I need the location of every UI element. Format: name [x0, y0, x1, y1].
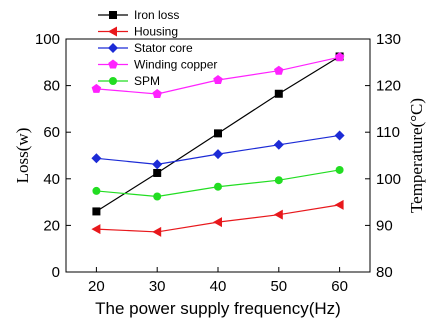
- point-spm: [335, 165, 344, 174]
- point-housing: [152, 226, 162, 237]
- y-right-tick-label: 120: [376, 78, 401, 95]
- series-line-housing: [96, 204, 340, 233]
- axis-ticks: 20 30 40 50 60 0 20 40 60 80 100 80 90 100 110 120 130: [35, 31, 401, 295]
- legend-label: Housing: [134, 25, 178, 39]
- point-spm: [214, 182, 222, 191]
- legend-marker: [108, 43, 118, 53]
- y-left-tick-label: 80: [43, 78, 60, 95]
- point-housing: [334, 199, 344, 210]
- legend-marker: [109, 11, 117, 19]
- point-stator-core: [213, 149, 223, 160]
- y-right-tick-label: 130: [376, 31, 401, 48]
- point-stator-core: [334, 130, 345, 141]
- y-left-tick-label: 60: [43, 124, 60, 141]
- legend-item-winding-copper: Winding copper: [98, 58, 217, 72]
- y-left-tick-label: 0: [52, 264, 60, 281]
- y-left-tick-label: 40: [43, 171, 60, 188]
- legend-marker: [108, 26, 117, 37]
- point-winding-copper: [91, 83, 102, 93]
- legend-label: Winding copper: [134, 58, 217, 72]
- point-spm: [274, 176, 283, 185]
- x-axis-title: The power supply frequency(Hz): [95, 299, 341, 318]
- x-tick-label: 40: [210, 278, 227, 295]
- x-tick-label: 50: [270, 278, 287, 295]
- point-housing: [91, 224, 101, 235]
- y-right-tick-label: 80: [376, 264, 393, 281]
- legend-item-iron-loss: Iron loss: [98, 8, 179, 22]
- legend-item-stator-core: Stator core: [98, 41, 193, 55]
- y-axis-right-title: Temperature(°C): [407, 98, 426, 213]
- point-housing: [213, 217, 222, 228]
- y-left-tick-label: 100: [35, 31, 60, 48]
- y-right-tick-label: 100: [376, 171, 401, 188]
- point-stator-core: [273, 139, 284, 150]
- legend: Iron loss Housing Stator core Winding coppe…: [98, 8, 217, 88]
- y-right-tick-label: 90: [376, 217, 393, 234]
- y-axis-left-title: Loss(w): [13, 128, 32, 184]
- x-tick-label: 30: [149, 278, 166, 295]
- y-left-tick-label: 20: [43, 217, 60, 234]
- point-winding-copper: [152, 88, 162, 99]
- series-housing: [91, 199, 344, 237]
- legend-label: Iron loss: [134, 8, 179, 22]
- point-iron-loss: [92, 207, 101, 216]
- point-winding-copper: [274, 65, 284, 75]
- series-stator-core: [91, 130, 345, 170]
- point-stator-core: [152, 159, 163, 170]
- legend-label: SPM: [134, 74, 160, 88]
- point-housing: [273, 209, 283, 220]
- point-iron-loss: [214, 129, 222, 138]
- legend-item-spm: SPM: [98, 74, 160, 88]
- series-layer: [91, 52, 345, 237]
- series-winding-copper: [91, 52, 345, 99]
- point-winding-copper: [213, 75, 223, 85]
- point-stator-core: [91, 153, 102, 164]
- y-right-tick-label: 110: [376, 124, 400, 141]
- legend-label: Stator core: [134, 41, 193, 55]
- series-spm: [92, 165, 344, 201]
- legend-marker: [108, 59, 118, 69]
- x-tick-label: 20: [88, 278, 105, 295]
- x-tick-label: 60: [331, 278, 348, 295]
- point-spm: [153, 192, 162, 201]
- point-iron-loss: [153, 168, 162, 177]
- legend-marker: [109, 77, 117, 85]
- point-winding-copper: [334, 52, 345, 62]
- point-iron-loss: [274, 89, 283, 98]
- point-spm: [92, 186, 101, 195]
- legend-item-housing: Housing: [98, 25, 178, 39]
